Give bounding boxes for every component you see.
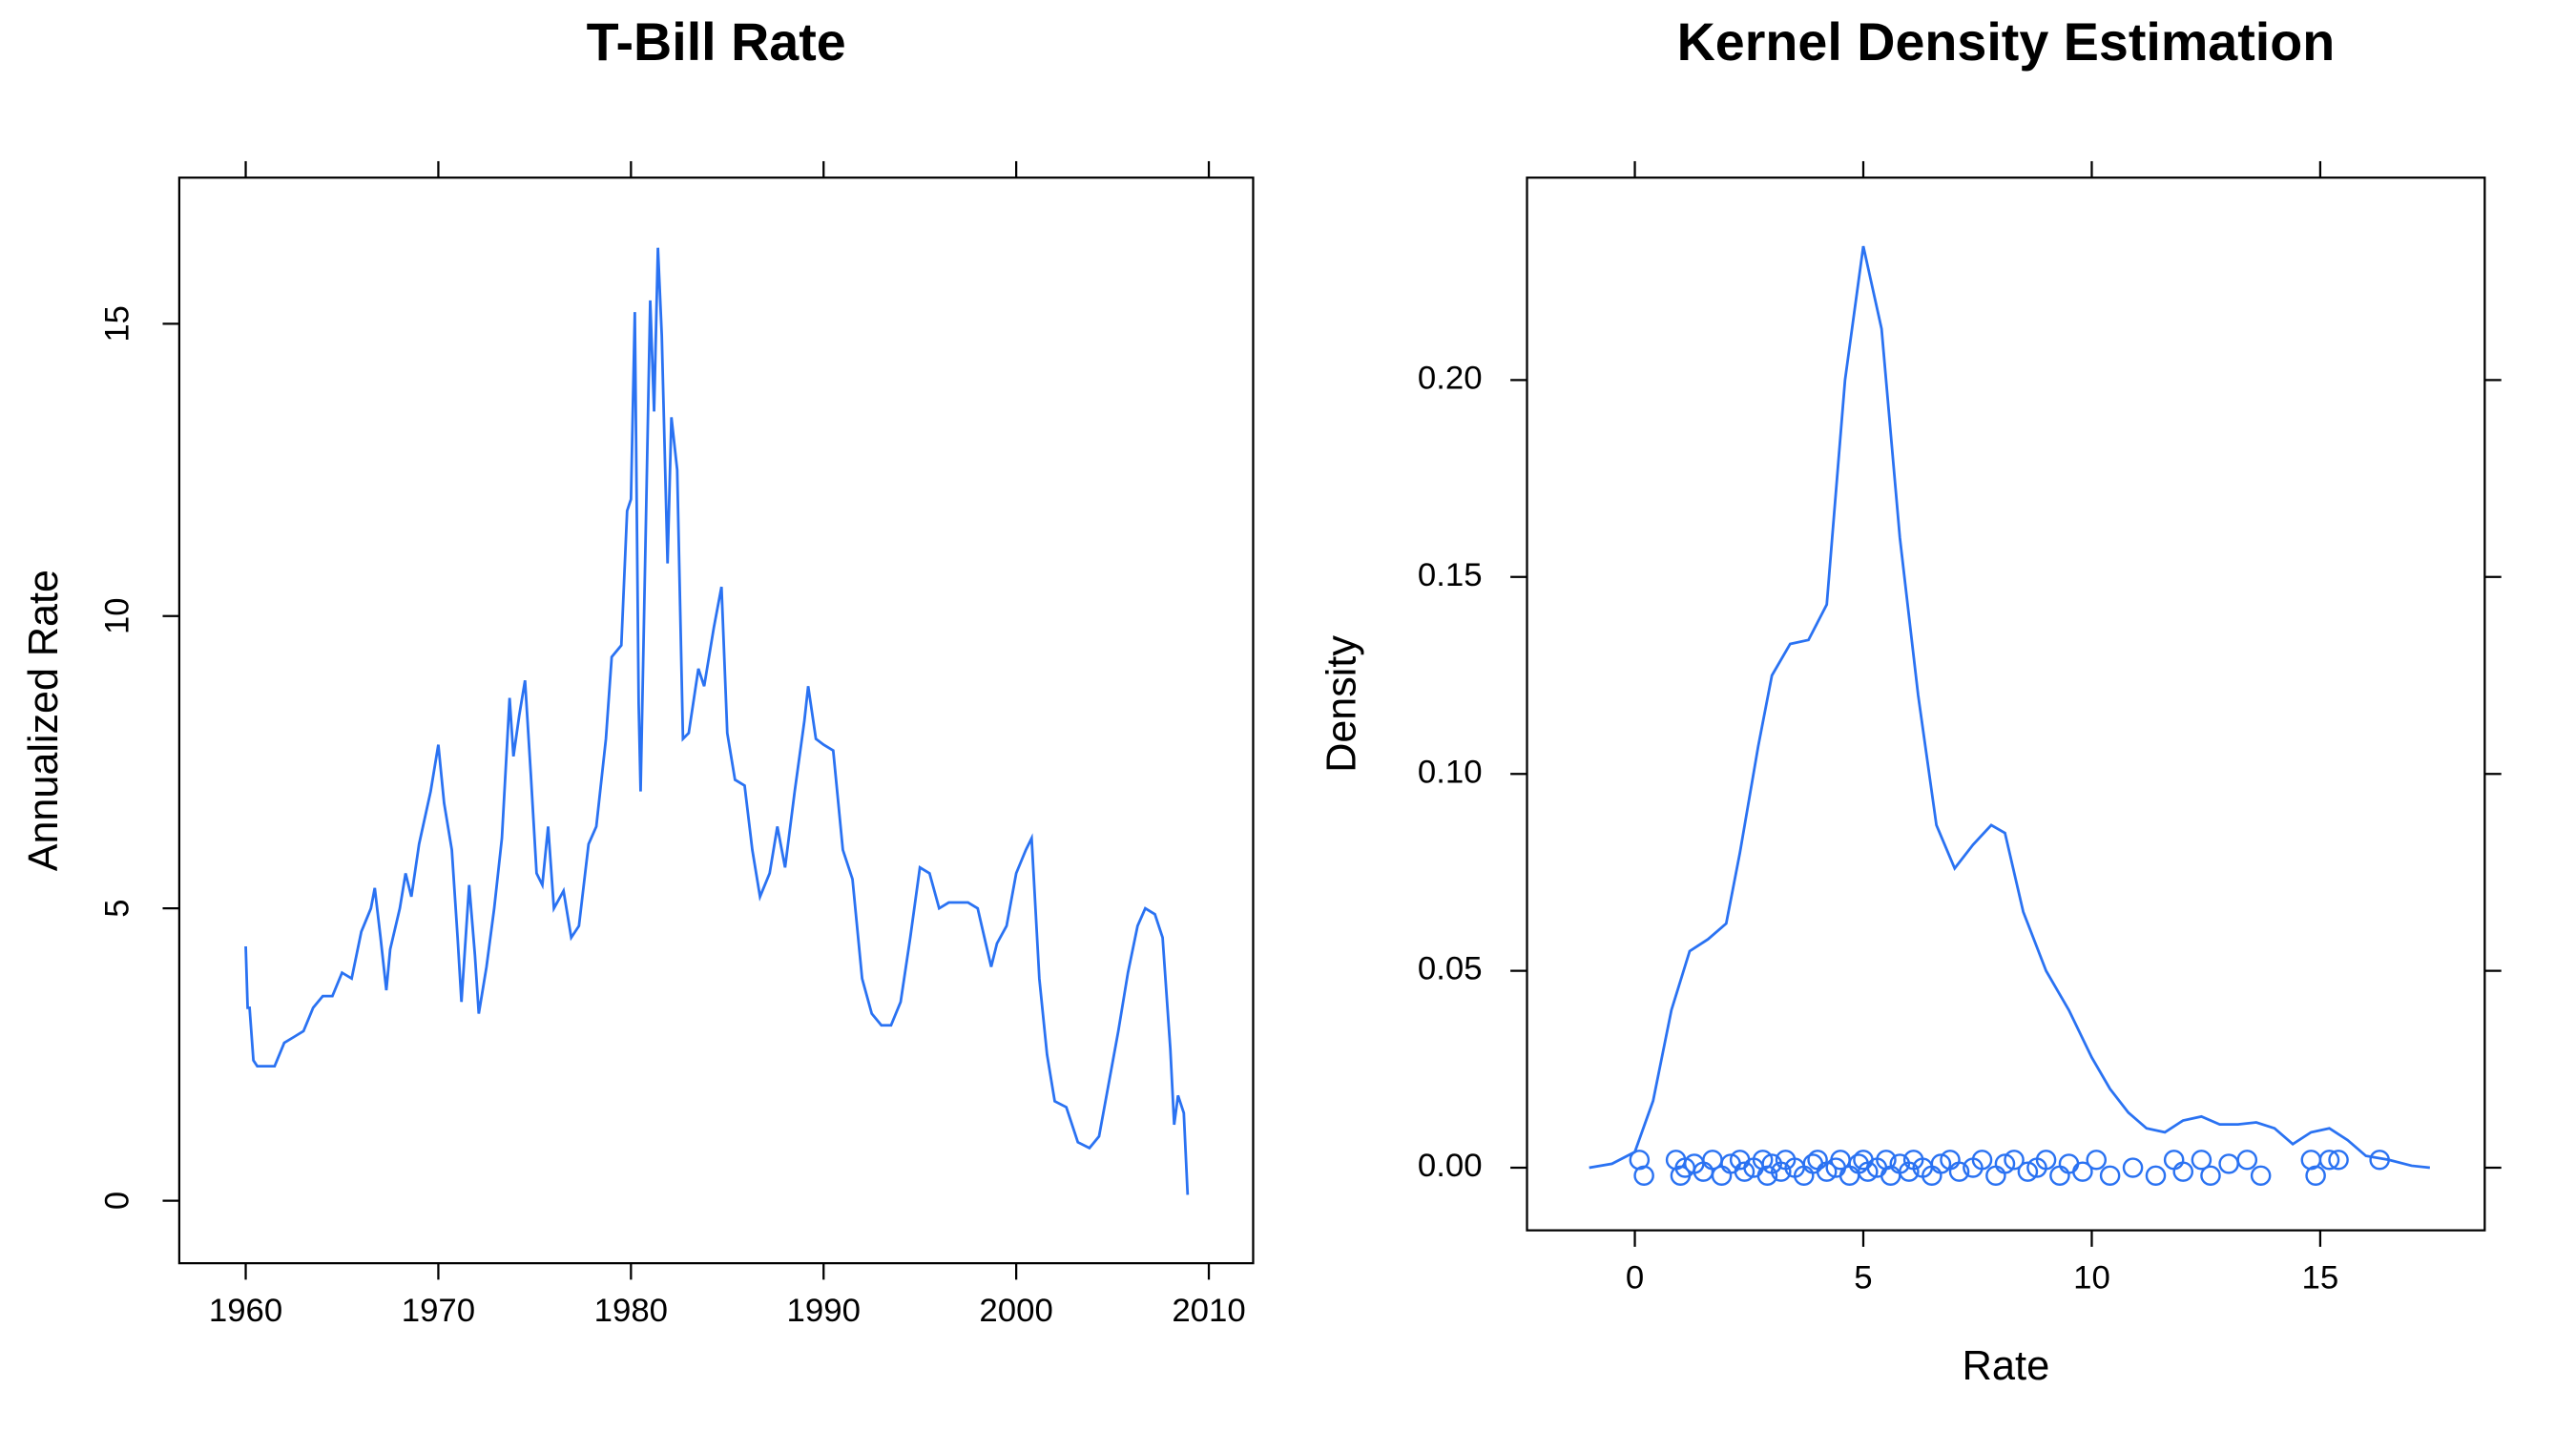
x-tick-label: 15 — [2302, 1260, 2339, 1296]
rug-point — [2122, 1157, 2144, 1178]
y-tick-label: 15 — [99, 305, 135, 342]
x-axis-label: Rate — [1962, 1343, 2049, 1389]
y-tick-label: 0 — [99, 1192, 135, 1210]
y-tick-label: 5 — [99, 900, 135, 918]
rug-point — [1985, 1165, 2006, 1186]
rug-point — [2145, 1165, 2167, 1186]
rug-point — [1756, 1165, 1778, 1186]
rug-point — [1807, 1150, 1828, 1171]
series-line — [244, 247, 1190, 1195]
rug-point — [1633, 1165, 1654, 1186]
x-tick-label: 1970 — [402, 1293, 475, 1329]
y-tick-label: 10 — [99, 598, 135, 634]
rug-point — [2017, 1161, 2039, 1182]
rug-point — [1948, 1161, 1970, 1182]
x-tick-label: 1980 — [594, 1293, 668, 1329]
chart-title: T-Bill Rate — [587, 12, 846, 72]
rug-point — [2369, 1150, 2390, 1171]
x-tick-label: 10 — [2073, 1260, 2110, 1296]
rug-point — [1880, 1165, 1901, 1186]
y-axis-label: Annualized Rate — [21, 570, 67, 871]
y-tick-label: 0.20 — [1418, 361, 1483, 397]
x-tick-label: 2000 — [979, 1293, 1052, 1329]
rug-point — [1816, 1161, 1838, 1182]
rug-point — [1853, 1150, 1874, 1171]
rug-point — [1930, 1153, 1952, 1174]
plot-frame — [177, 176, 1255, 1265]
rug-point — [2172, 1161, 2194, 1182]
rug-point — [1971, 1150, 1993, 1171]
y-tick-label: 0.15 — [1418, 557, 1483, 593]
rug-point — [1994, 1153, 2016, 1174]
x-tick-label: 5 — [1854, 1260, 1872, 1296]
rug-point — [1711, 1165, 1733, 1186]
rug-point — [1899, 1161, 1920, 1182]
rug-point — [2072, 1161, 2093, 1182]
chart-title: Kernel Density Estimation — [1677, 12, 2336, 72]
rug-point — [1802, 1153, 1824, 1174]
rug-point — [2004, 1150, 2025, 1171]
rug-point — [2250, 1165, 2272, 1186]
series-line — [1589, 245, 2431, 1170]
y-axis-label: Density — [1319, 635, 1364, 773]
rug-point — [2200, 1165, 2221, 1186]
rug-point — [2163, 1150, 2185, 1171]
rug-point — [2318, 1150, 2340, 1171]
x-tick-label: 1960 — [209, 1293, 282, 1329]
rug-point — [1734, 1161, 1755, 1182]
y-tick-label: 0.00 — [1418, 1148, 1483, 1184]
rug-point — [2328, 1150, 2349, 1171]
y-tick-label: 0.05 — [1418, 951, 1483, 987]
rug-point — [2191, 1150, 2212, 1171]
y-tick-label: 0.10 — [1418, 754, 1483, 790]
rug-point — [1839, 1165, 1860, 1186]
x-tick-label: 1990 — [787, 1293, 861, 1329]
x-tick-label: 0 — [1626, 1260, 1644, 1296]
rug-point — [2035, 1150, 2057, 1171]
x-tick-label: 2010 — [1172, 1293, 1245, 1329]
rug-point — [1771, 1161, 1792, 1182]
rug-point — [1857, 1161, 1879, 1182]
rug-point — [2086, 1150, 2108, 1171]
rug-point — [2058, 1153, 2080, 1174]
rug-point — [2218, 1153, 2239, 1174]
rug-point — [2049, 1165, 2070, 1186]
plot-frame — [1526, 176, 2486, 1232]
rug-point — [2305, 1165, 2326, 1186]
rug-point — [2099, 1165, 2121, 1186]
rug-point — [2236, 1150, 2258, 1171]
